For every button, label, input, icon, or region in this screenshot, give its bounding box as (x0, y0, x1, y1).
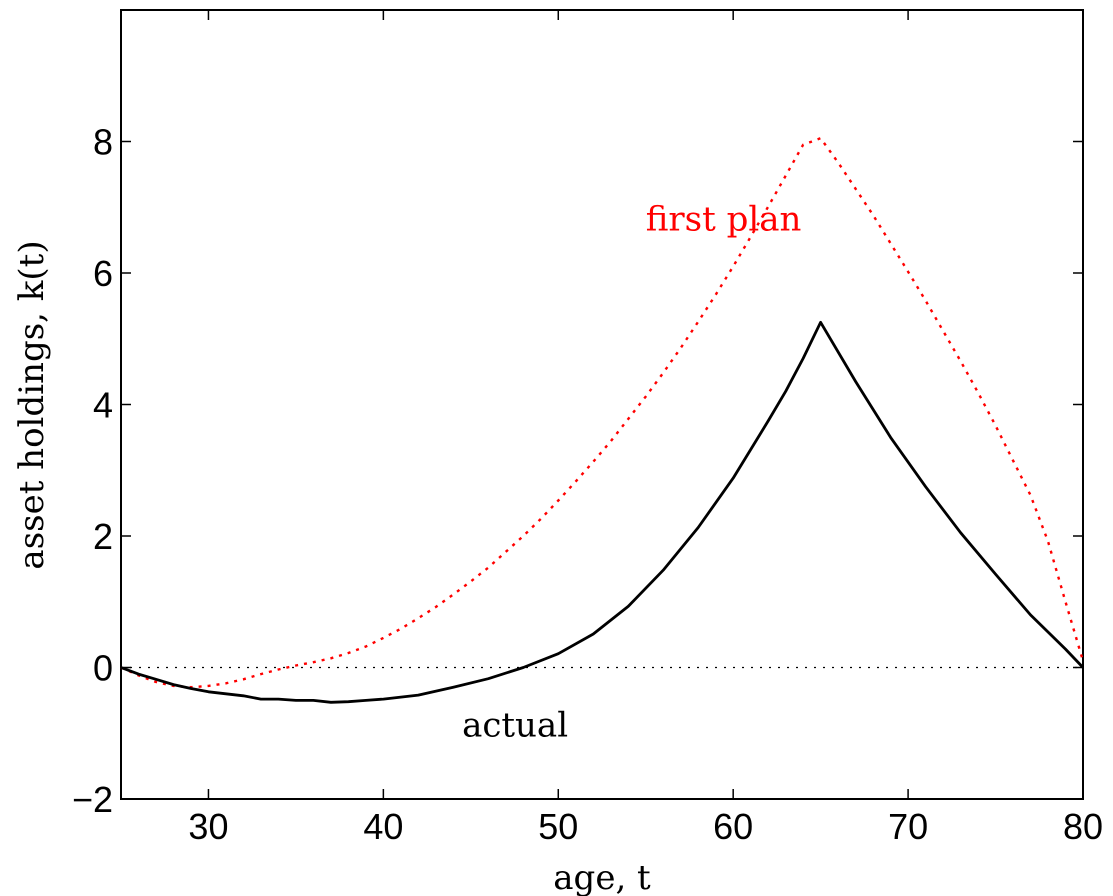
annotation-first-plan: first plan (646, 199, 802, 239)
plot-area (120, 9, 1084, 800)
x-tick-label: 50 (538, 806, 578, 847)
x-axis-label: age, t (553, 858, 651, 896)
annotation-actual: actual (462, 706, 568, 746)
y-tick-label: 0 (93, 648, 113, 689)
y-tick-label: 8 (93, 122, 113, 163)
y-tick-label: 6 (93, 253, 113, 294)
ticks-layer: 30 40 50 60 70 80 −2 0 2 4 6 8 (72, 10, 1103, 847)
x-tick-label: 60 (713, 806, 753, 847)
y-tick-label: 4 (93, 385, 113, 426)
series-layer (120, 136, 1085, 704)
x-tick-label: 40 (363, 806, 403, 847)
series-first-plan-line (120, 136, 1085, 689)
annotations-layer: first plan actual (462, 199, 801, 745)
y-tick-label: 2 (93, 516, 113, 557)
y-tick-label: −2 (72, 779, 113, 820)
series-actual-line (120, 320, 1085, 704)
y-axis-label: asset holdings, k(t) (12, 240, 52, 569)
x-tick-label: 70 (888, 806, 928, 847)
x-tick-label: 80 (1063, 806, 1103, 847)
x-tick-label: 30 (188, 806, 228, 847)
